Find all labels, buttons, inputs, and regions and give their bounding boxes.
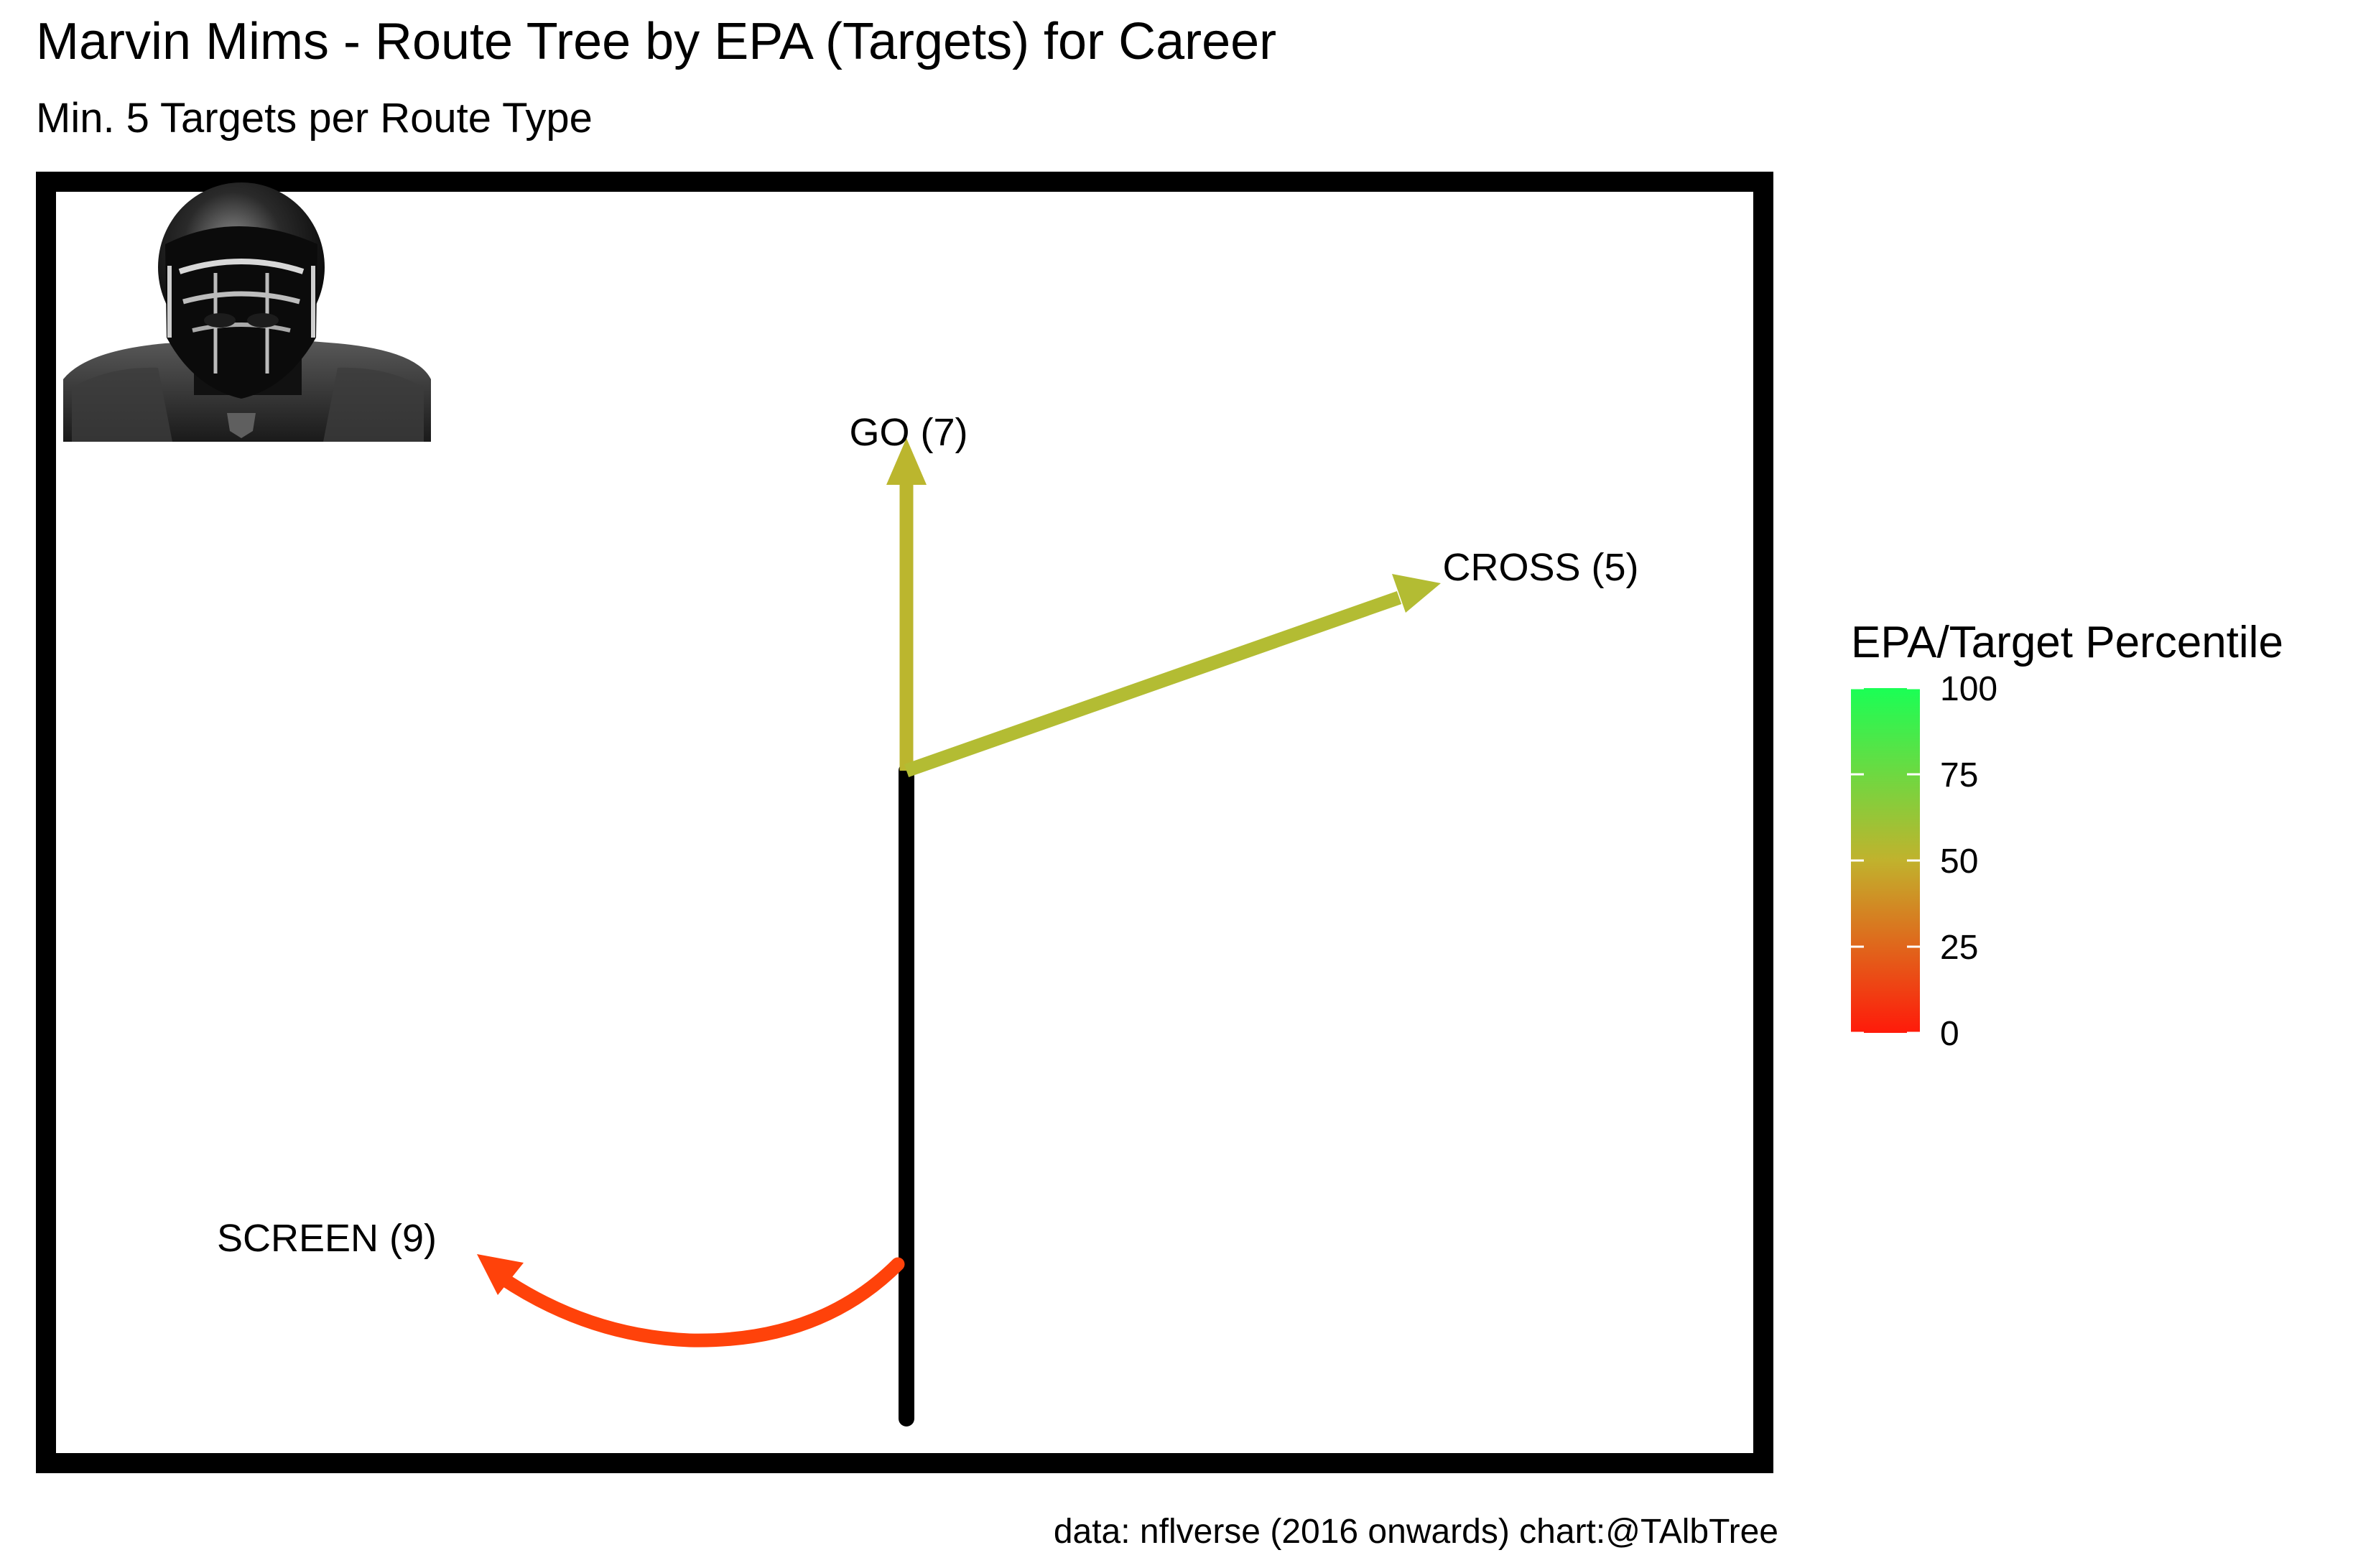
route-cross: CROSS (5) xyxy=(904,546,1639,777)
legend-ticks: 100 75 50 25 0 xyxy=(1851,670,1997,1053)
route-cross-line xyxy=(904,591,1402,777)
route-screen-line xyxy=(496,1257,905,1347)
legend: EPA/Target Percentile 100 75 50 25 0 xyxy=(1851,618,2283,1053)
route-screen-arrowhead xyxy=(477,1254,524,1295)
route-screen-label: SCREEN (9) xyxy=(217,1217,437,1260)
legend-tick-label: 50 xyxy=(1940,843,1978,881)
legend-tick-label: 100 xyxy=(1940,670,1997,708)
route-cross-label: CROSS (5) xyxy=(1442,546,1638,589)
route-go: GO (7) xyxy=(849,411,968,771)
legend-tick-label: 75 xyxy=(1940,756,1978,794)
chart-title: Marvin Mims - Route Tree by EPA (Targets… xyxy=(36,13,1276,70)
route-go-arrowhead xyxy=(886,438,927,485)
field-border xyxy=(36,172,1773,1473)
route-cross-arrowhead xyxy=(1392,574,1441,613)
route-go-label: GO (7) xyxy=(849,411,967,454)
legend-title: EPA/Target Percentile xyxy=(1851,618,2283,667)
legend-tick-label: 25 xyxy=(1940,929,1978,967)
route-screen: SCREEN (9) xyxy=(217,1217,905,1347)
legend-tick-label: 0 xyxy=(1940,1015,1959,1053)
player-helmet-photo xyxy=(63,182,431,442)
chart-subtitle: Min. 5 Targets per Route Type xyxy=(36,95,593,142)
chart-caption: data: nflverse (2016 onwards) chart:@TAl… xyxy=(1054,1513,1778,1551)
